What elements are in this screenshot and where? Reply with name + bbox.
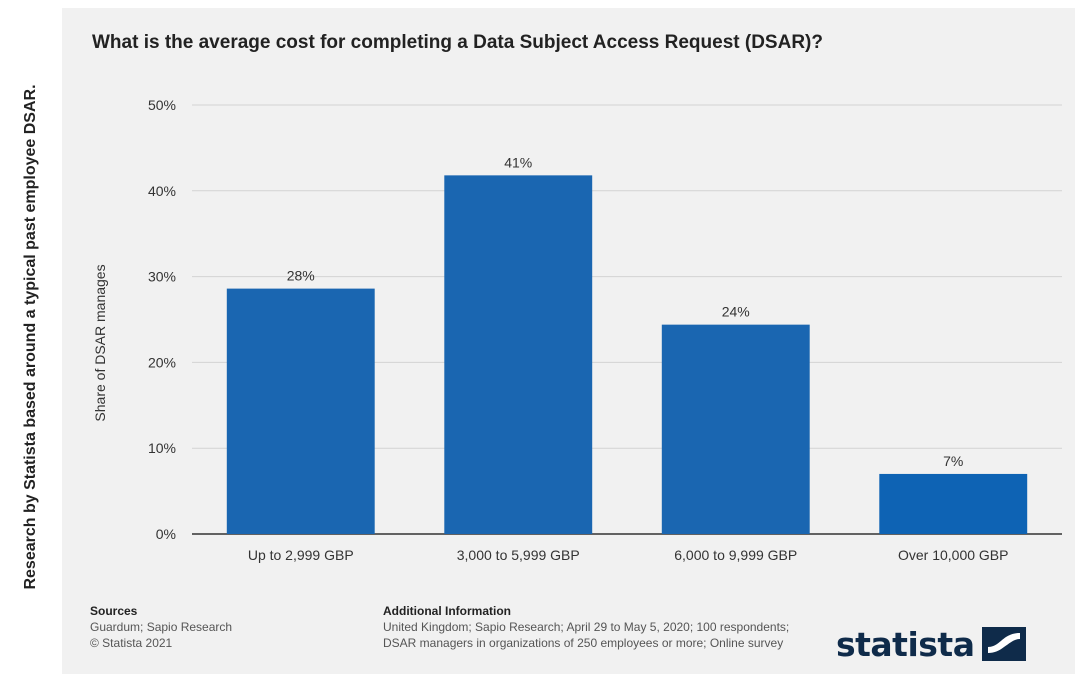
x-tick-label: Over 10,000 GBP — [898, 547, 1009, 563]
additional-info-line: DSAR managers in organizations of 250 em… — [383, 636, 784, 650]
statista-logo[interactable]: statista — [836, 622, 1036, 666]
y-tick-label: 50% — [148, 97, 176, 113]
sources-line: Guardum; Sapio Research — [90, 620, 233, 634]
sources-block: Sources Guardum; Sapio Research © Statis… — [90, 603, 232, 651]
statista-logo-icon — [982, 627, 1027, 661]
bar-value-label: 28% — [287, 268, 315, 284]
bar-value-label: 24% — [722, 304, 750, 320]
x-tick-label: 3,000 to 5,999 GBP — [457, 547, 580, 563]
y-tick-label: 40% — [148, 183, 176, 199]
y-tick-label: 10% — [148, 440, 176, 456]
side-note: Research by Statista based around a typi… — [0, 0, 62, 674]
x-tick-label: Up to 2,999 GBP — [248, 547, 354, 563]
bar-value-label: 41% — [504, 154, 532, 170]
y-tick-label: 30% — [148, 269, 176, 285]
bar — [444, 175, 593, 534]
additional-info-line: United Kingdom; Sapio Research; April 29… — [383, 620, 790, 634]
additional-info-header: Additional Information — [383, 604, 511, 618]
bar — [661, 324, 810, 534]
bar-value-label: 7% — [943, 453, 963, 469]
sources-header: Sources — [90, 604, 138, 618]
copyright-line: © Statista 2021 — [90, 636, 173, 650]
y-tick-label: 0% — [156, 526, 176, 542]
additional-info-block: Additional Information United Kingdom; S… — [383, 603, 789, 651]
chart-title: What is the average cost for completing … — [92, 32, 823, 53]
bar — [226, 288, 375, 534]
y-axis-label: Share of DSAR manages — [92, 264, 108, 421]
y-tick-label: 20% — [148, 354, 176, 370]
bar — [879, 473, 1028, 534]
statista-logo-text: statista — [836, 624, 975, 664]
x-tick-label: 6,000 to 9,999 GBP — [674, 547, 797, 563]
